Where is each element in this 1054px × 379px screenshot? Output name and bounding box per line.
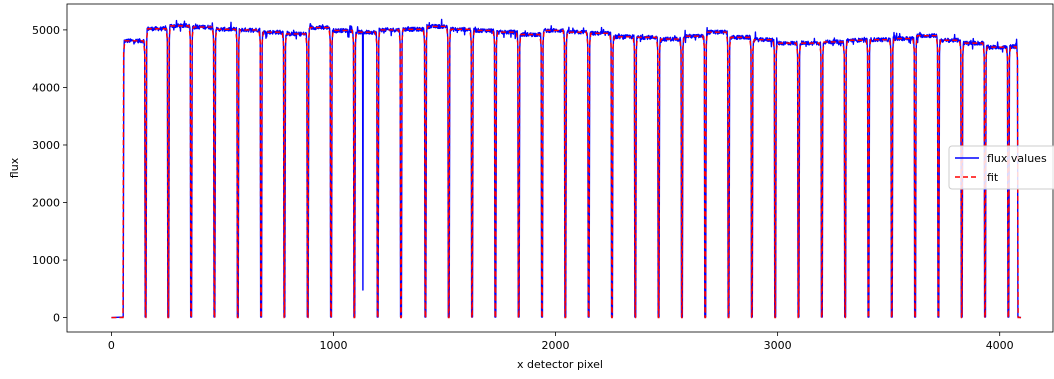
x-tick-label: 2000	[542, 339, 570, 352]
y-tick-label: 3000	[32, 139, 60, 152]
y-tick-label: 0	[53, 312, 60, 325]
y-tick-label: 5000	[32, 24, 60, 37]
y-axis-label: flux	[8, 157, 21, 178]
legend-label-fit: fit	[987, 171, 999, 184]
x-axis-label: x detector pixel	[517, 358, 603, 371]
legend: flux values fit	[948, 145, 1054, 190]
plot-area-background	[67, 4, 1053, 332]
y-tick-label: 4000	[32, 81, 60, 94]
x-tick-label: 1000	[319, 339, 347, 352]
legend-label-flux-values: flux values	[987, 152, 1047, 165]
x-tick-label: 0	[108, 339, 115, 352]
x-tick-label: 3000	[764, 339, 792, 352]
y-tick-label: 1000	[32, 254, 60, 267]
series-line-fit	[111, 25, 1022, 319]
y-tick-label: 2000	[32, 197, 60, 210]
legend-box	[948, 145, 1054, 190]
x-tick-label: 4000	[986, 339, 1014, 352]
